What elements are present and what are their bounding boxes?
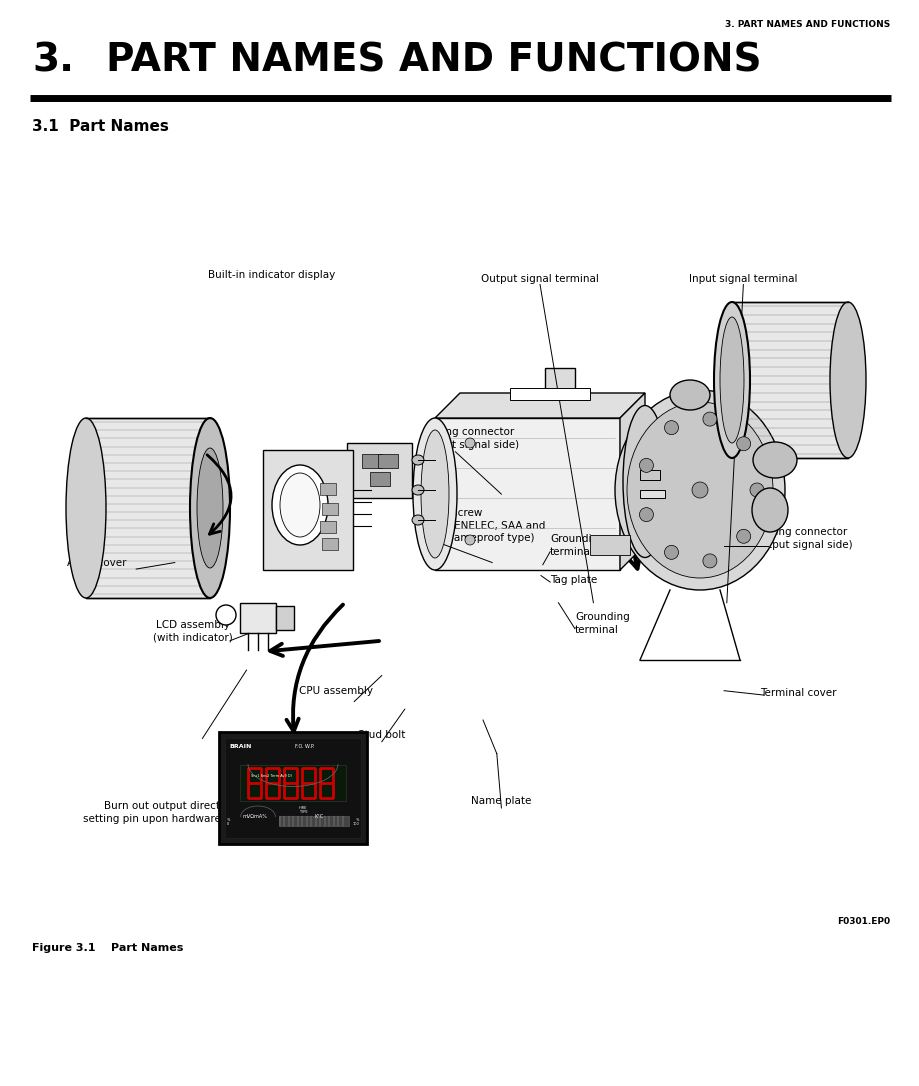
Ellipse shape xyxy=(216,605,236,626)
Text: LCD assembly
(with indicator): LCD assembly (with indicator) xyxy=(153,620,233,642)
Ellipse shape xyxy=(664,545,678,559)
Polygon shape xyxy=(435,393,644,418)
Bar xyxy=(347,442,412,497)
Polygon shape xyxy=(640,470,659,480)
Text: Tag plate: Tag plate xyxy=(550,574,596,585)
Ellipse shape xyxy=(412,515,424,525)
Ellipse shape xyxy=(413,418,457,570)
Text: Input signal terminal: Input signal terminal xyxy=(688,274,797,285)
Polygon shape xyxy=(544,368,574,397)
Ellipse shape xyxy=(713,302,749,458)
Text: K°C: K°C xyxy=(314,813,323,819)
Ellipse shape xyxy=(622,405,666,557)
Text: 3.1  Part Names: 3.1 Part Names xyxy=(32,119,169,135)
Bar xyxy=(240,765,346,801)
Ellipse shape xyxy=(197,449,222,568)
Text: Wiring connector
(output signal side): Wiring connector (output signal side) xyxy=(751,528,852,550)
Bar xyxy=(320,483,335,495)
Ellipse shape xyxy=(751,488,788,532)
Text: Sns1 Sns2 Term Av9 DI: Sns1 Sns2 Term Av9 DI xyxy=(251,774,291,778)
Bar xyxy=(361,454,381,468)
Ellipse shape xyxy=(279,473,320,536)
Text: Stud bolt: Stud bolt xyxy=(357,730,405,741)
Text: Burn out output direction
setting pin upon hardware failure: Burn out output direction setting pin up… xyxy=(83,801,257,823)
Bar xyxy=(219,732,367,844)
Ellipse shape xyxy=(66,418,106,598)
Bar xyxy=(263,450,353,570)
Bar xyxy=(589,535,630,555)
Text: Lock screw
(for CENELEC, SAA and
TIIS flameproof type): Lock screw (for CENELEC, SAA and TIIS fl… xyxy=(425,508,545,543)
Polygon shape xyxy=(435,418,619,570)
Text: CPU assembly: CPU assembly xyxy=(299,685,372,696)
Text: F.O. W.P.: F.O. W.P. xyxy=(295,744,314,748)
Text: Amp. cover: Amp. cover xyxy=(67,557,126,568)
Text: Output signal terminal: Output signal terminal xyxy=(481,274,598,285)
Ellipse shape xyxy=(736,437,750,451)
Text: 3. PART NAMES AND FUNCTIONS: 3. PART NAMES AND FUNCTIONS xyxy=(724,20,890,28)
Ellipse shape xyxy=(752,442,796,478)
Text: Name plate: Name plate xyxy=(471,796,531,807)
Text: %
100: % 100 xyxy=(352,818,358,826)
Bar xyxy=(369,472,390,487)
Text: HIRE
TYPE: HIRE TYPE xyxy=(299,806,307,814)
Ellipse shape xyxy=(639,458,652,472)
Ellipse shape xyxy=(749,483,763,497)
Ellipse shape xyxy=(627,402,772,578)
Text: Terminal cover: Terminal cover xyxy=(759,687,836,698)
Ellipse shape xyxy=(664,420,678,434)
Ellipse shape xyxy=(702,554,716,568)
Text: Wiring connector
(input signal side): Wiring connector (input signal side) xyxy=(425,428,518,450)
Bar xyxy=(240,603,276,633)
Bar xyxy=(225,738,360,838)
Ellipse shape xyxy=(464,438,474,449)
Ellipse shape xyxy=(691,482,708,498)
Text: F0301.EP0: F0301.EP0 xyxy=(836,917,890,925)
Bar xyxy=(322,503,337,515)
Bar xyxy=(378,454,398,468)
Polygon shape xyxy=(732,302,847,458)
Text: Figure 3.1    Part Names: Figure 3.1 Part Names xyxy=(32,943,184,952)
Ellipse shape xyxy=(639,507,652,521)
Polygon shape xyxy=(640,490,664,498)
Ellipse shape xyxy=(190,418,230,598)
Bar xyxy=(276,606,294,630)
Ellipse shape xyxy=(421,430,448,558)
Text: Grounding
terminal: Grounding terminal xyxy=(550,534,605,556)
Text: %
0: % 0 xyxy=(227,818,230,826)
Ellipse shape xyxy=(272,465,328,545)
Text: Built-in indicator display: Built-in indicator display xyxy=(208,269,335,280)
Bar xyxy=(278,816,348,826)
Ellipse shape xyxy=(464,535,474,545)
Ellipse shape xyxy=(669,380,709,411)
Text: 3.: 3. xyxy=(32,41,74,79)
Ellipse shape xyxy=(412,485,424,495)
Polygon shape xyxy=(85,418,210,598)
Ellipse shape xyxy=(702,412,716,426)
Ellipse shape xyxy=(412,455,424,465)
Text: PART NAMES AND FUNCTIONS: PART NAMES AND FUNCTIONS xyxy=(106,41,761,79)
Bar xyxy=(509,388,589,400)
Ellipse shape xyxy=(736,529,750,543)
Bar xyxy=(320,521,335,533)
Text: BRAIN: BRAIN xyxy=(229,744,251,748)
Text: Grounding
terminal: Grounding terminal xyxy=(574,613,630,634)
Ellipse shape xyxy=(829,302,865,458)
Text: mVΩmA%: mVΩmA% xyxy=(243,813,267,819)
Ellipse shape xyxy=(720,317,743,443)
Bar xyxy=(322,538,337,550)
Ellipse shape xyxy=(614,390,784,590)
Polygon shape xyxy=(619,393,644,570)
